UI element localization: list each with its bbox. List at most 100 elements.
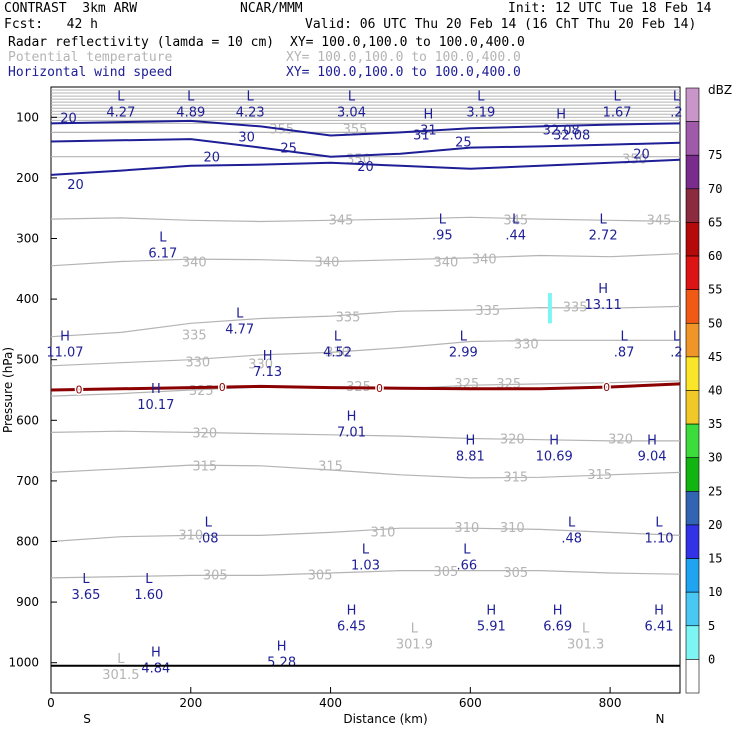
extremum-value: 7.13: [253, 365, 282, 380]
extremum-value: 10.17: [137, 398, 174, 413]
extremum-low: L.44: [505, 212, 526, 243]
colorbar-swatch: [685, 255, 700, 290]
extremum-type: L: [187, 89, 195, 104]
colorbar-tick-label: 60: [708, 249, 722, 263]
extremum-type: H: [465, 434, 475, 449]
extremum-low: L.48: [561, 515, 582, 546]
theta-contour-305: [50, 570, 681, 579]
extremum-value: 6.41: [645, 619, 674, 634]
colorbar-swatch: [685, 322, 700, 358]
extremum-value: 301.5: [102, 668, 139, 683]
theta-label: 305: [503, 566, 528, 581]
colorbar-swatch: [685, 188, 700, 223]
colorbar-title: dBZ: [708, 83, 732, 97]
y-tick-label: 300: [16, 232, 39, 246]
colorbar-tick-label: 0: [708, 652, 715, 666]
extremum-value: .48: [561, 531, 582, 546]
y-tick-label: 500: [16, 353, 39, 367]
wind-label: 32.08: [553, 128, 590, 143]
wind-label: 25: [455, 136, 472, 151]
extremum-value: 10.69: [536, 450, 573, 465]
extremum-type: L: [334, 329, 342, 344]
extremum-value: 4.89: [176, 105, 205, 120]
freezing-level-label: 0: [219, 381, 226, 394]
colorbar-swatch: [685, 591, 700, 627]
wind-contour-25: [50, 138, 681, 158]
extremum-type: L: [411, 621, 419, 636]
extremum-type: L: [247, 89, 255, 104]
colorbar-swatch: [685, 390, 700, 425]
wind-label: 31: [413, 128, 430, 143]
freezing-level-label: 0: [75, 384, 82, 397]
extremum-high: H6.45: [337, 603, 366, 634]
extremum-low: L.95: [432, 212, 453, 243]
extremum-low: L1.60: [134, 572, 163, 603]
extremum-value: 3.04: [337, 105, 366, 120]
extremum-low: L2.99: [449, 329, 478, 360]
extremum-type: H: [151, 646, 161, 661]
theta-label: 340: [472, 253, 497, 268]
extremum-type: L: [655, 515, 663, 530]
y-tick-label: 200: [16, 171, 39, 185]
colorbar-tick-label: 25: [708, 484, 722, 498]
extremum-high: H5.28: [267, 640, 296, 671]
colorbar-swatch: [685, 659, 700, 694]
colorbar-tick-label: 75: [708, 148, 722, 162]
wind-contour-20: [50, 158, 681, 176]
extremum-type: H: [647, 434, 657, 449]
colorbar-swatch: [685, 154, 700, 190]
extremum-value: 2.99: [449, 345, 478, 360]
theta-contour-345: [50, 216, 681, 223]
extremum-low: L.66: [456, 543, 477, 574]
freezing-level-label: 0: [376, 382, 383, 395]
extremum-high: H6.41: [645, 603, 674, 634]
extremum-low: L3.19: [466, 89, 495, 120]
extremum-type: H: [549, 434, 559, 449]
extremum-high: H32.08: [543, 108, 580, 139]
wind-label: 20: [203, 151, 220, 166]
theta-label: 335: [563, 301, 588, 316]
extremum-high: H13.11: [585, 282, 622, 313]
extremum-type: H: [486, 603, 496, 618]
theta-label: 310: [371, 525, 396, 540]
extremum-type: H: [151, 382, 161, 397]
extremum-value: 11.07: [46, 345, 83, 360]
theta-label: 315: [192, 459, 217, 474]
theta-label: 345: [647, 213, 672, 228]
extremum-type: H: [60, 329, 70, 344]
extremum-type: H: [347, 409, 357, 424]
extremum-type: L: [439, 212, 447, 227]
extremum-value: 32.08: [543, 124, 580, 139]
extremum-low: L3.65: [71, 572, 100, 603]
extremum-value: 4.27: [106, 105, 135, 120]
theta-label: 305: [203, 568, 228, 583]
extremum-type: L: [582, 621, 590, 636]
extremum-low: L.87: [614, 329, 635, 360]
theta-label: 305: [433, 565, 458, 580]
extremum-value: 5.28: [267, 656, 296, 671]
extremum-type: L: [620, 329, 628, 344]
extremum-high: H8.81: [456, 434, 485, 465]
colorbar-tick-label: 15: [708, 552, 722, 566]
theta-label: 345: [329, 213, 354, 228]
extremum-high: H31: [420, 108, 437, 139]
theta-label: 330: [325, 345, 350, 360]
extremum-low: L1.10: [645, 515, 674, 546]
extremum-low: L.2: [670, 89, 682, 120]
extremum-value: .08: [198, 531, 219, 546]
theta-label: 335: [475, 304, 500, 319]
x-tick-label: 200: [179, 696, 202, 710]
colorbar-tick-label: 70: [708, 182, 722, 196]
colorbar-tick-label: 65: [708, 215, 722, 229]
extremum-value: 4.77: [225, 322, 254, 337]
y-tick-label: 100: [16, 110, 39, 124]
x-tick-label: 0: [47, 696, 55, 710]
theta-label: 335: [182, 328, 207, 343]
colorbar-swatch: [685, 558, 700, 593]
theta-label: 315: [503, 470, 528, 485]
colorbar-swatch: [685, 625, 700, 660]
colorbar-tick-label: 35: [708, 417, 722, 431]
